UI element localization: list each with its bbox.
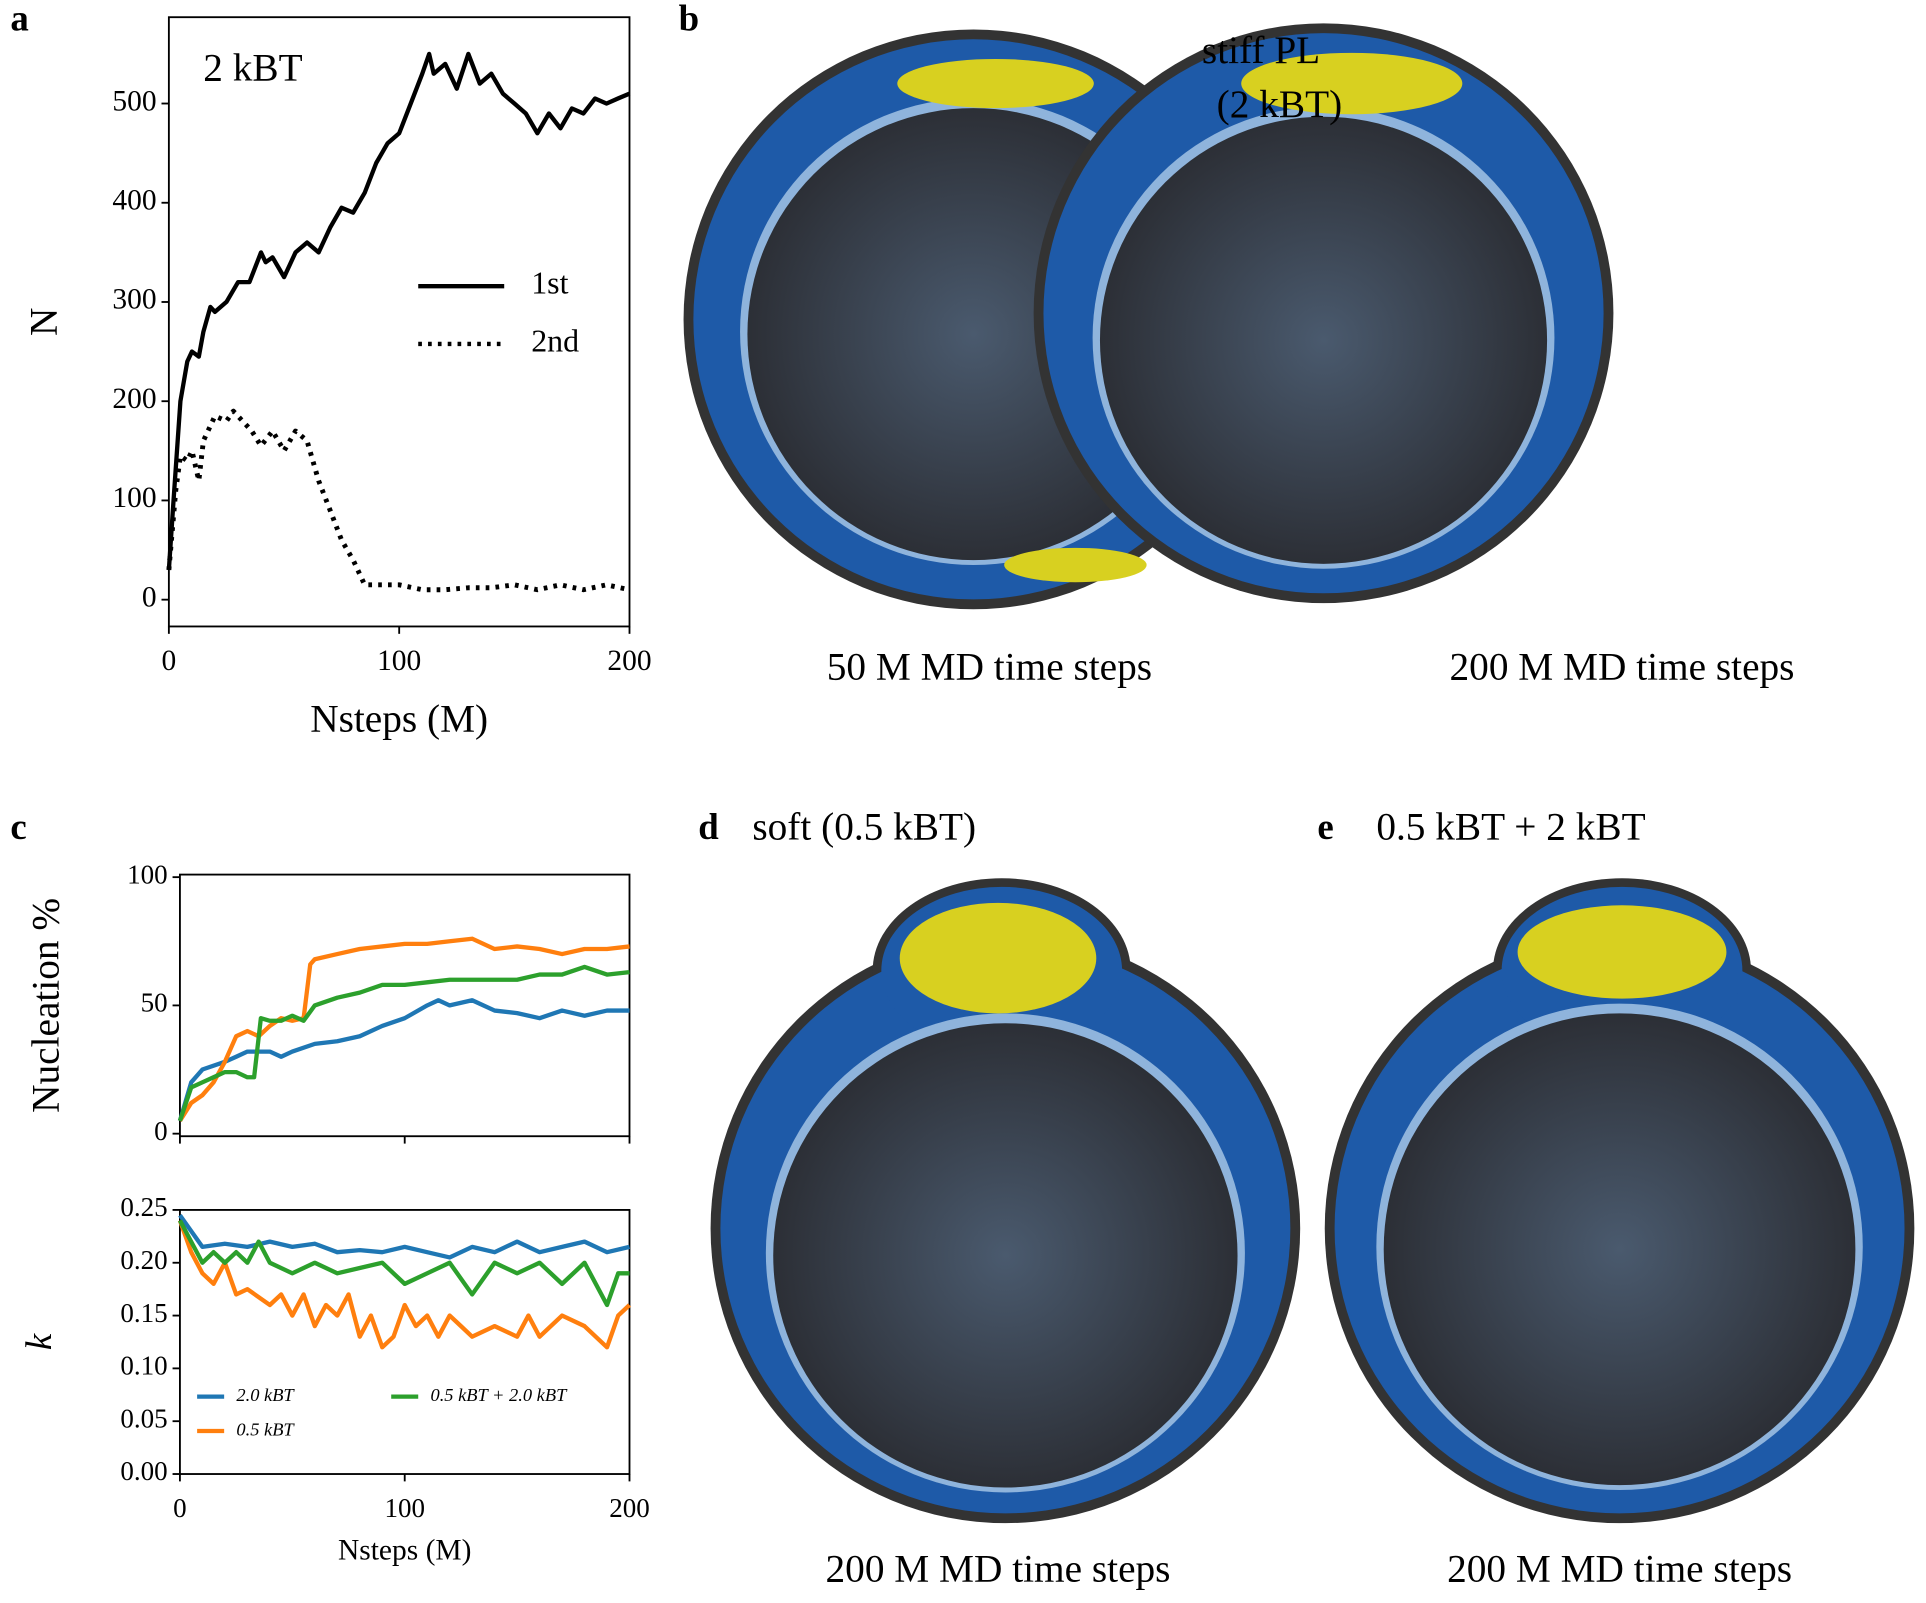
legend-label: 2.0 kBT <box>236 1385 295 1405</box>
x-tick-label: 100 <box>384 1493 425 1523</box>
series-line <box>177 1219 631 1350</box>
caption: 50 M MD time steps <box>827 645 1152 689</box>
x-tick-label: 200 <box>607 645 651 677</box>
y-tick-label: 400 <box>112 185 156 217</box>
y-tick-label: 300 <box>112 284 156 316</box>
caption: 200 M MD time steps <box>826 1546 1171 1590</box>
y-tick-label: 0 <box>154 1116 168 1146</box>
series-line <box>177 964 630 1122</box>
legend-label: 0.5 kBT <box>236 1419 295 1439</box>
caption: 200 M MD time steps <box>1447 1546 1792 1590</box>
panel-title: soft (0.5 kBT) <box>752 804 976 848</box>
vesicle-d <box>710 878 1301 1524</box>
annotation: 2 kBT <box>203 45 302 89</box>
series-line <box>177 998 630 1122</box>
y-tick-label: 500 <box>112 85 156 117</box>
panel-label: b <box>679 0 700 39</box>
y-tick-label: 0.20 <box>120 1245 167 1275</box>
legend-label: 0.5 kBT + 2.0 kBT <box>431 1385 569 1405</box>
vesicle-e <box>1324 878 1915 1524</box>
y-tick-label: 0.05 <box>120 1403 167 1433</box>
series-line <box>178 936 630 1123</box>
y-tick-label: 0.25 <box>120 1192 167 1222</box>
y-tick-label: 0 <box>142 581 157 613</box>
axes-frame <box>179 873 631 1138</box>
annotation: (2 kBT) <box>1217 82 1343 126</box>
axes-frame <box>167 16 631 628</box>
panel-title: 0.5 kBT + 2 kBT <box>1376 804 1645 848</box>
legend-label: 1st <box>531 266 568 301</box>
x-tick-label: 200 <box>609 1493 650 1523</box>
x-tick-label: 0 <box>162 645 177 677</box>
y-tick-label: 200 <box>112 383 156 415</box>
y-tick-label: 50 <box>141 988 168 1018</box>
series-line <box>166 51 631 571</box>
caption: 200 M MD time steps <box>1450 645 1795 689</box>
y-axis-label: k <box>18 1333 59 1350</box>
legend-label: 2nd <box>531 323 579 358</box>
y-tick-label: 100 <box>112 482 156 514</box>
y-axis-label: Nucleation % <box>24 898 68 1113</box>
x-tick-label: 0 <box>173 1493 187 1523</box>
series-line <box>166 408 631 593</box>
series-line <box>178 1219 630 1308</box>
panel-label: e <box>1317 806 1333 847</box>
y-tick-label: 0.10 <box>120 1351 167 1381</box>
panel-label: d <box>698 806 719 847</box>
y-axis-label: N <box>21 308 65 336</box>
x-axis-label: Nsteps (M) <box>338 1534 471 1566</box>
y-tick-label: 0.15 <box>120 1298 167 1328</box>
annotation: stiff PL <box>1202 28 1320 72</box>
panel-label: c <box>10 806 26 847</box>
panel-label: a <box>10 0 28 39</box>
y-tick-label: 100 <box>127 859 168 889</box>
series-line <box>178 1213 630 1260</box>
x-axis-label: Nsteps (M) <box>310 696 488 740</box>
y-tick-label: 0.00 <box>120 1456 167 1486</box>
x-tick-label: 100 <box>377 645 421 677</box>
vesicle-b2 <box>1033 23 1614 604</box>
